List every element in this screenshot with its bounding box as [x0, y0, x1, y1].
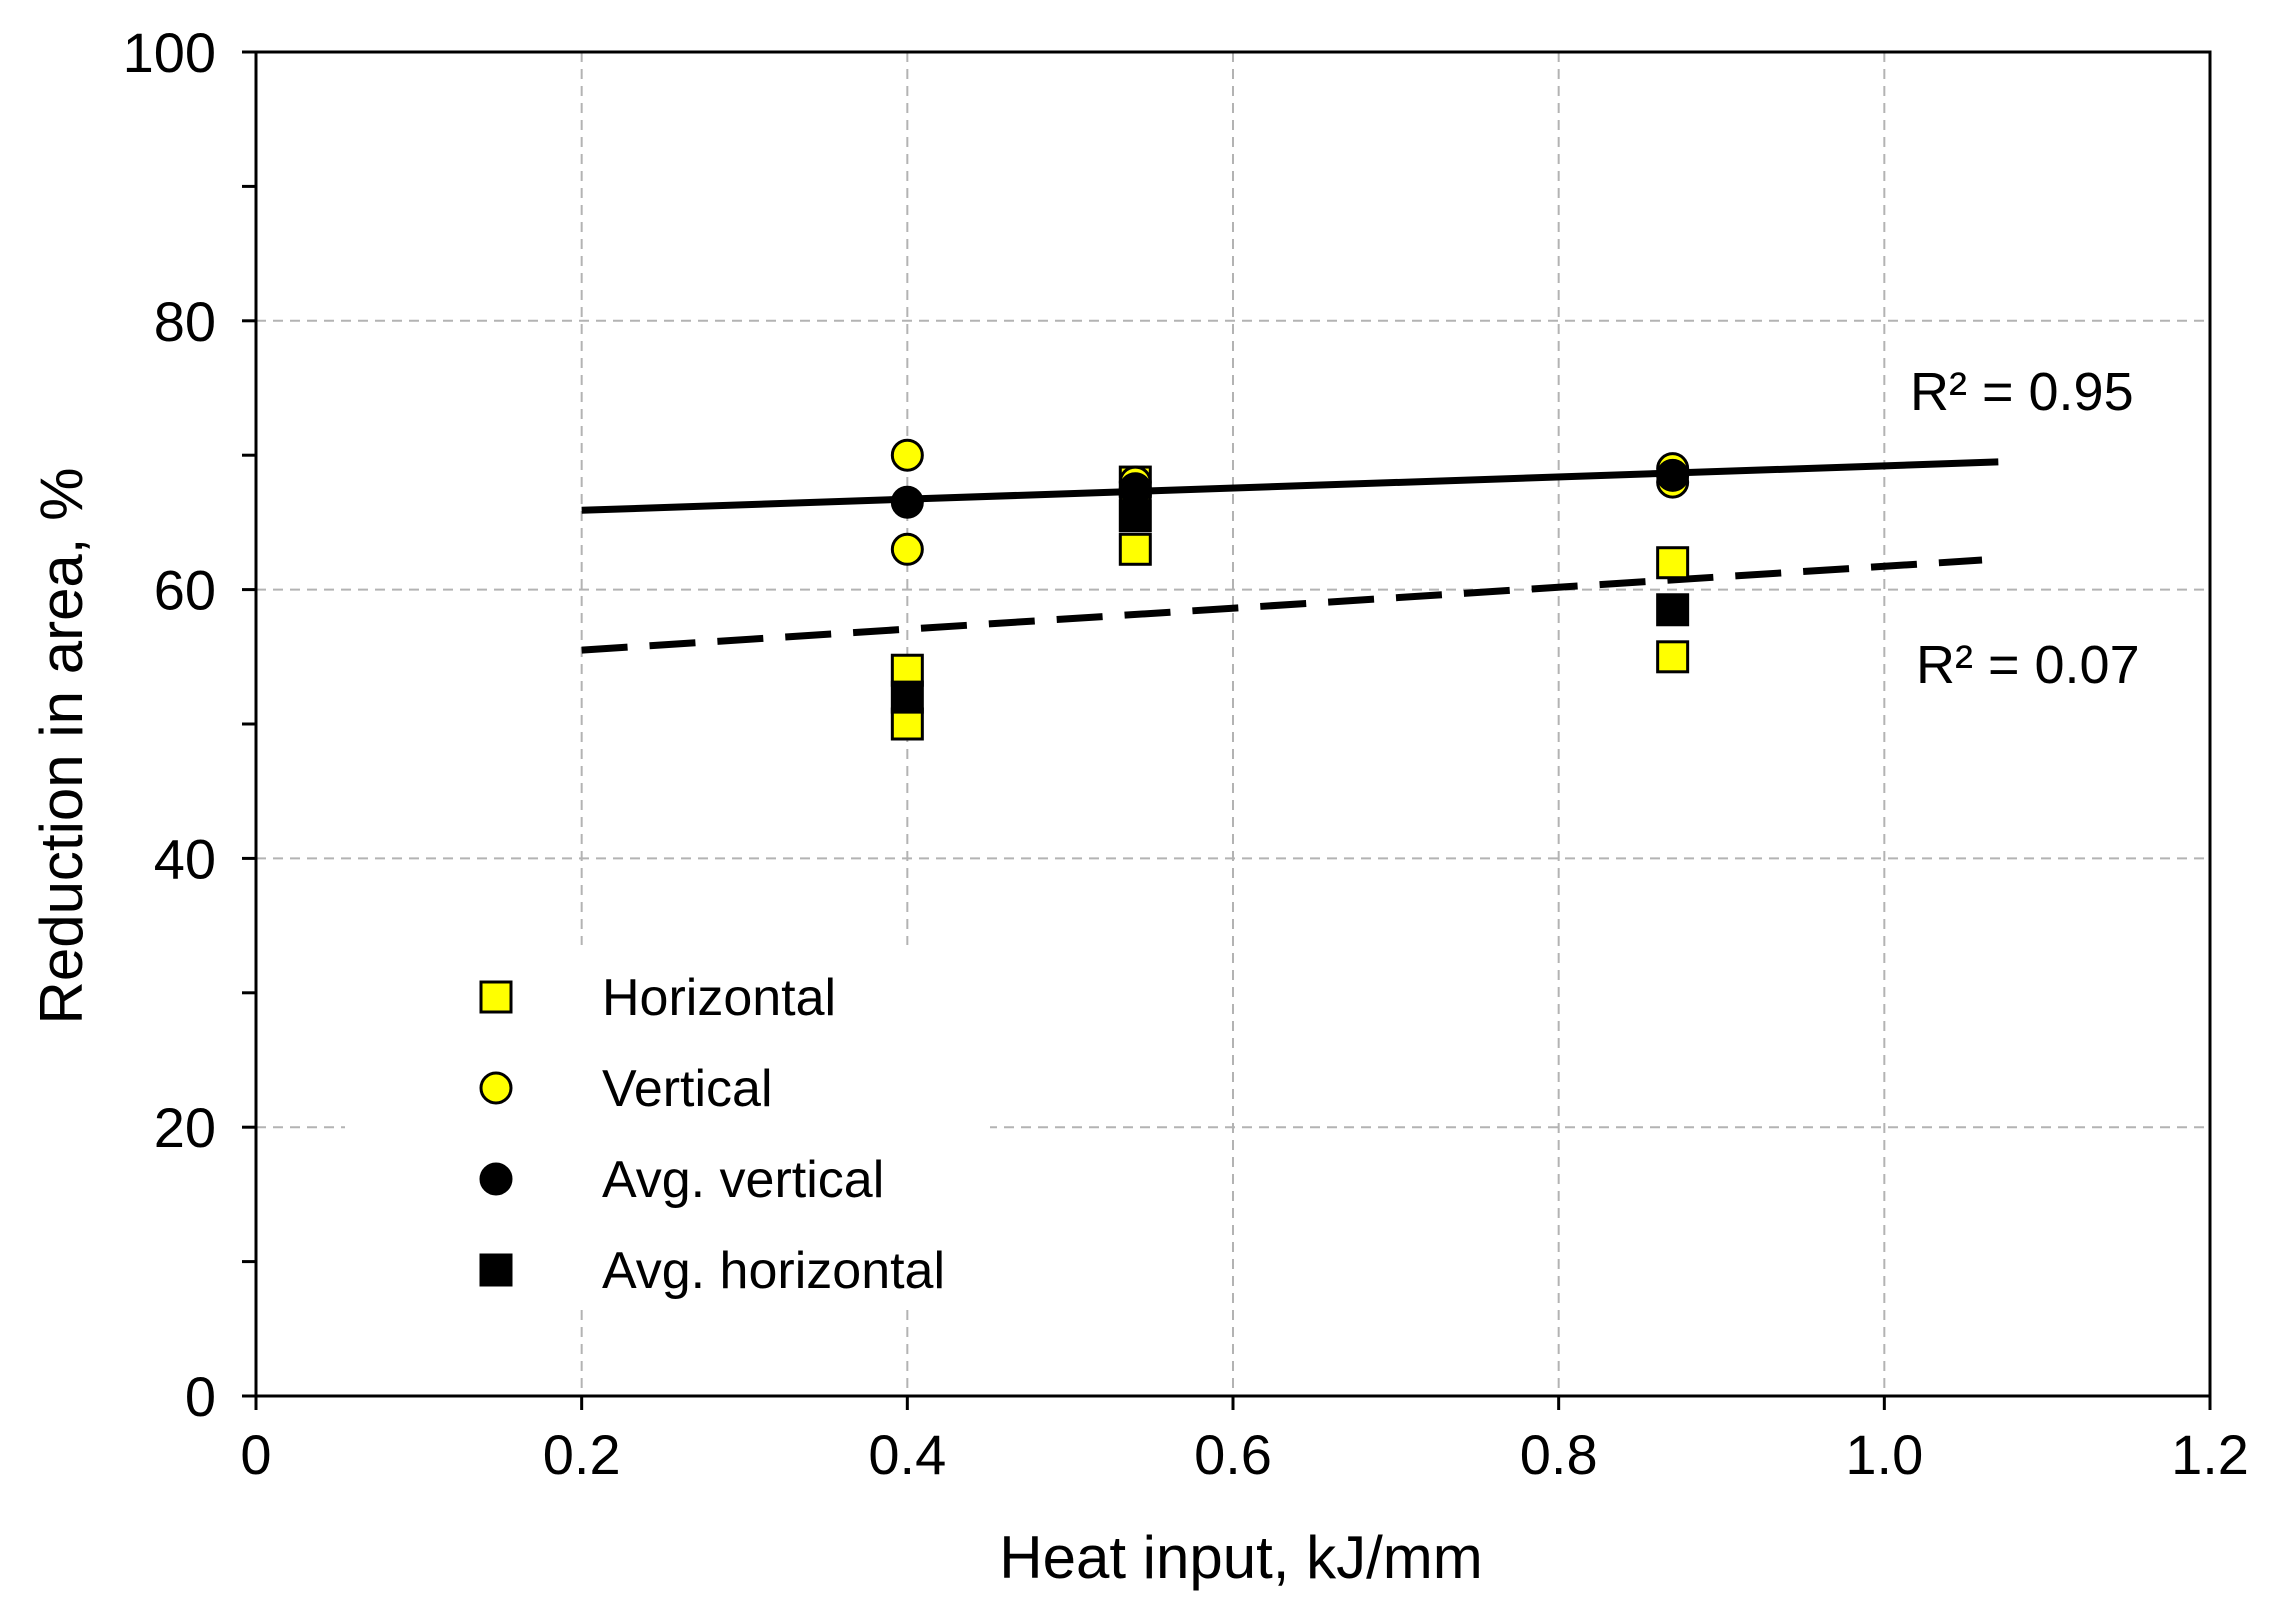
vertical-point	[890, 532, 924, 566]
legend-label-horizontal: Horizontal	[602, 969, 836, 1027]
avg-vertical-point	[1656, 458, 1690, 492]
y-tick-label: 80	[154, 290, 216, 353]
y-tick-label: 60	[154, 559, 216, 622]
legend-marker-horizontal	[479, 980, 513, 1014]
legend-background	[345, 945, 990, 1305]
x-tick-label: 0.2	[543, 1423, 621, 1486]
x-tick-label: 1.0	[1845, 1423, 1923, 1486]
avg-horizontal-point	[890, 680, 924, 714]
horizontal-point	[1656, 546, 1690, 580]
avg-horizontal-point	[1656, 593, 1690, 627]
horizontal-point	[890, 707, 924, 741]
horizontal-point	[1656, 640, 1690, 674]
horizontal-point	[1118, 532, 1152, 566]
avg-vertical-point	[890, 485, 924, 519]
legend-marker-avg-vertical	[479, 1162, 513, 1196]
x-tick-label: 1.2	[2171, 1423, 2249, 1486]
y-tick-label: 20	[154, 1096, 216, 1159]
y-tick-label: 0	[185, 1365, 216, 1428]
horizontal-point	[890, 653, 924, 687]
legend-label-vertical: Vertical	[602, 1060, 773, 1118]
x-tick-label: 0.8	[1520, 1423, 1598, 1486]
y-tick-label: 40	[154, 827, 216, 890]
x-tick-label: 0	[240, 1423, 271, 1486]
y-tick-label: 100	[123, 21, 216, 84]
x-tick-label: 0.4	[868, 1423, 946, 1486]
legend-label-avg-horizontal: Avg. horizontal	[602, 1242, 945, 1300]
legend-marker-avg-horizontal	[479, 1253, 513, 1287]
horizontal-trend-r2-label: R² = 0.07	[1916, 635, 2140, 695]
legend-label-avg-vertical: Avg. vertical	[602, 1151, 884, 1209]
vertical-point	[890, 438, 924, 472]
vertical-trend-r2-label: R² = 0.95	[1910, 362, 2134, 422]
legend-marker-vertical	[479, 1071, 513, 1105]
y-axis-title: Reduction in area, %	[28, 468, 95, 1025]
x-tick-label: 0.6	[1194, 1423, 1272, 1486]
x-axis-title: Heat input, kJ/mm	[999, 1524, 1483, 1591]
avg-horizontal-point	[1118, 499, 1152, 533]
horizontal-trend-line	[581, 556, 1983, 654]
vertical-trend-line	[581, 458, 1999, 514]
